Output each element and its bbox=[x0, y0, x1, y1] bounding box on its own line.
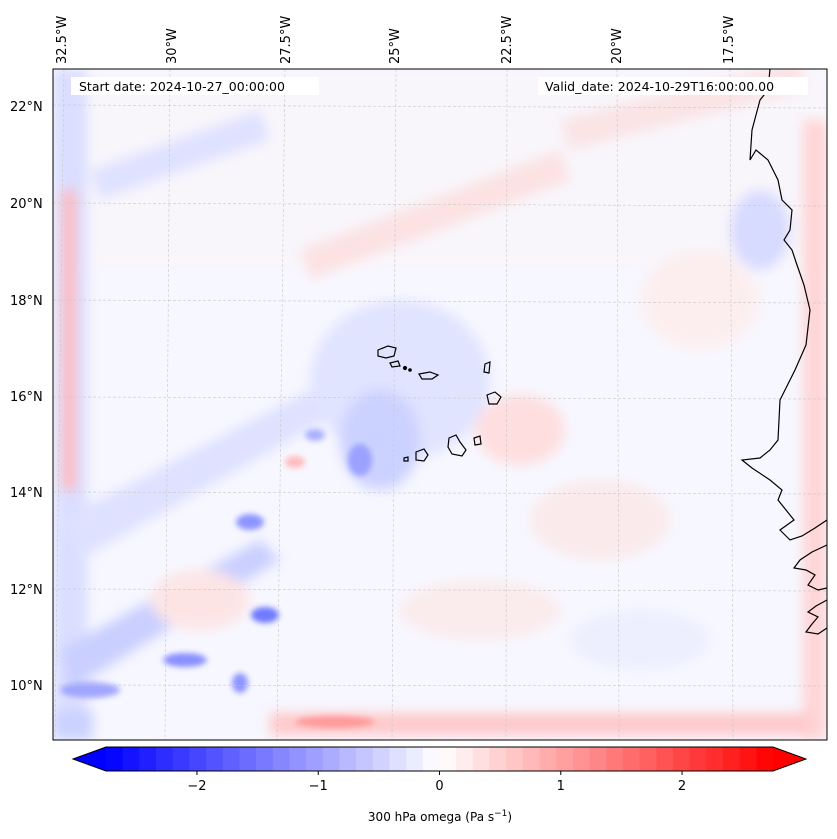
colorbar-tick-label: 0 bbox=[435, 779, 443, 794]
colorbar-swatch bbox=[222, 747, 241, 771]
start-date-box bbox=[71, 77, 319, 95]
colorbar-swatch bbox=[322, 747, 341, 771]
lat-label-18n: 18°N bbox=[10, 294, 43, 309]
lat-label-20n: 20°N bbox=[10, 197, 43, 212]
lat-label-10n: 10°N bbox=[10, 679, 43, 694]
colorbar-swatch bbox=[406, 747, 424, 771]
lon-label-30w: 30°W bbox=[165, 28, 180, 64]
colorbar-swatch bbox=[756, 747, 774, 771]
colorbar-swatch bbox=[639, 747, 657, 771]
colorbar-swatch bbox=[439, 747, 457, 771]
colorbar-outline bbox=[71, 746, 808, 772]
colorbar-swatch bbox=[656, 747, 674, 771]
colorbar-swatch bbox=[422, 747, 441, 771]
colorbar-swatch bbox=[589, 747, 607, 771]
colorbar-swatch bbox=[722, 747, 741, 771]
colorbar-swatch bbox=[156, 747, 174, 771]
colorbar-label-close: ) bbox=[507, 810, 512, 824]
colorbar-extend-high bbox=[773, 747, 806, 771]
colorbar-tick-label: −1 bbox=[309, 779, 328, 794]
cape-verde-brava bbox=[403, 456, 409, 462]
colorbar: −2 −1 0 1 2 300 hPa omega (Pa s−1) bbox=[71, 746, 808, 824]
senegal-gambia-coast bbox=[792, 544, 827, 591]
colorbar-swatch bbox=[672, 747, 691, 771]
colorbar-swatches bbox=[106, 747, 774, 771]
guinea-bissau-coast bbox=[804, 599, 827, 635]
lon-label-17-5w: 17.5°W bbox=[722, 16, 737, 64]
colorbar-swatch bbox=[356, 747, 374, 771]
colorbar-tick-label: 2 bbox=[678, 779, 686, 794]
lon-label-32-5w: 32.5°W bbox=[55, 16, 70, 64]
colorbar-swatch bbox=[706, 747, 724, 771]
colorbar-swatch bbox=[739, 747, 757, 771]
start-date: Start date: 2024-10-27_00:00:00 bbox=[79, 79, 285, 94]
colorbar-swatch bbox=[622, 747, 641, 771]
colorbar-swatch bbox=[456, 747, 474, 771]
coastlines bbox=[377, 69, 827, 635]
cape-verde-santiago bbox=[447, 434, 467, 457]
colorbar-swatch bbox=[489, 747, 507, 771]
colorbar-swatch bbox=[539, 747, 557, 771]
colorbar-swatch bbox=[189, 747, 207, 771]
map-frame bbox=[52, 68, 828, 741]
colorbar-swatch bbox=[572, 747, 591, 771]
lon-label-22-5w: 22.5°W bbox=[500, 16, 515, 64]
valid-date-box bbox=[538, 77, 808, 95]
colorbar-ticks: −2 −1 0 1 2 bbox=[187, 771, 686, 794]
colorbar-swatch bbox=[472, 747, 491, 771]
lat-label-16n: 16°N bbox=[10, 390, 43, 405]
colorbar-swatch bbox=[606, 747, 624, 771]
colorbar-swatch bbox=[239, 747, 257, 771]
colorbar-swatch bbox=[389, 747, 407, 771]
lon-label-20w: 20°W bbox=[610, 28, 625, 64]
colorbar-swatch bbox=[272, 747, 291, 771]
colorbar-swatch bbox=[139, 747, 157, 771]
colorbar-swatch bbox=[556, 747, 574, 771]
colorbar-swatch bbox=[506, 747, 524, 771]
longitude-labels: 32.5°W 30°W 27.5°W 25°W 22.5°W 20°W 17.5… bbox=[55, 16, 737, 64]
colorbar-extend-low bbox=[73, 747, 106, 771]
colorbar-swatch bbox=[172, 747, 190, 771]
colorbar-swatch bbox=[206, 747, 224, 771]
lat-label-14n: 14°N bbox=[10, 486, 43, 501]
colorbar-tick-label: −2 bbox=[187, 779, 206, 794]
colorbar-swatch bbox=[122, 747, 140, 771]
lat-label-22n: 22°N bbox=[10, 100, 43, 115]
cape-verde-sao-nicolau bbox=[418, 371, 440, 380]
colorbar-swatch bbox=[689, 747, 707, 771]
map-panel: Start date: 2024-10-27_00:00:00 Valid_da… bbox=[52, 68, 828, 741]
gridlines bbox=[53, 69, 827, 740]
cape-verde-santo-antao bbox=[377, 345, 397, 359]
cape-verde-sal bbox=[483, 361, 491, 374]
colorbar-label: 300 hPa omega (Pa s−1) bbox=[368, 809, 512, 824]
colorbar-swatch bbox=[256, 747, 274, 771]
colorbar-swatch bbox=[289, 747, 307, 771]
colorbar-label-text: 300 hPa omega (Pa s bbox=[368, 810, 494, 824]
colorbar-swatch bbox=[106, 747, 124, 771]
cape-verde-santa-luzia bbox=[402, 365, 408, 371]
colorbar-swatch bbox=[306, 747, 324, 771]
lat-label-12n: 12°N bbox=[10, 583, 43, 598]
colorbar-label-exponent: −1 bbox=[494, 809, 507, 819]
cape-verde-maio bbox=[473, 435, 482, 446]
lon-label-25w: 25°W bbox=[388, 28, 403, 64]
valid-date: Valid_date: 2024-10-29T16:00:00.00 bbox=[545, 79, 774, 94]
lon-label-27-5w: 27.5°W bbox=[279, 16, 294, 64]
colorbar-swatch bbox=[522, 747, 541, 771]
cape-verde-fogo bbox=[415, 448, 429, 462]
cape-verde-boa-vista bbox=[486, 391, 502, 405]
latitude-labels: 22°N 20°N 18°N 16°N 14°N 12°N 10°N bbox=[10, 100, 43, 694]
africa-coastline bbox=[740, 69, 827, 541]
colorbar-swatch bbox=[339, 747, 357, 771]
colorbar-tick-label: 1 bbox=[557, 779, 565, 794]
cape-verde-ilheu bbox=[408, 368, 412, 372]
colorbar-swatch bbox=[372, 747, 391, 771]
cape-verde-sao-vicente bbox=[389, 360, 401, 368]
